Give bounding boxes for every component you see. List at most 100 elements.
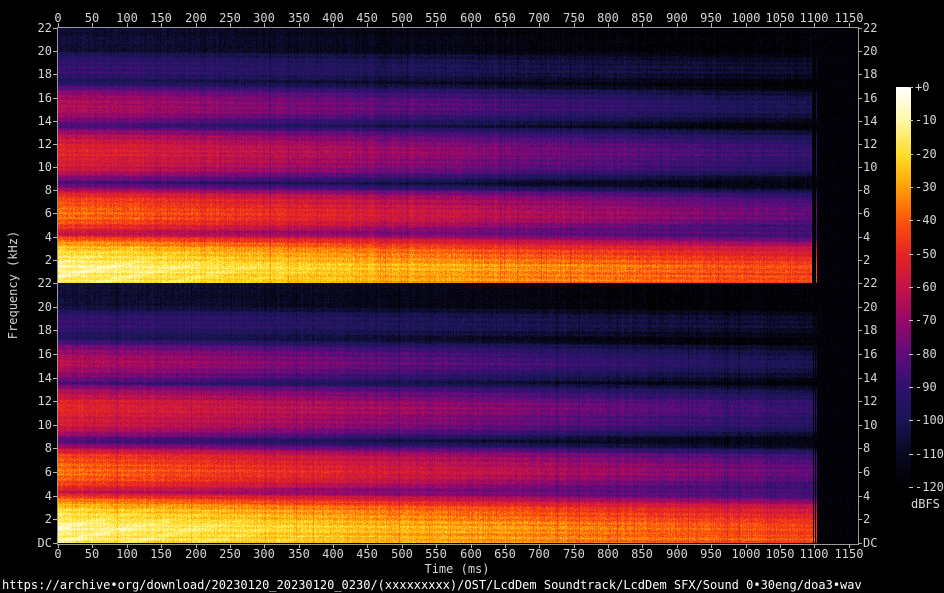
spectrogram-channel-left <box>58 28 857 283</box>
time-tick-label-top: 1150 <box>834 11 864 25</box>
time-tick-bottom <box>814 544 815 548</box>
time-tick-bottom <box>505 544 506 548</box>
colorbar-tick <box>909 87 913 88</box>
time-tick-bottom <box>367 544 368 548</box>
time-tick-label-top: 400 <box>322 11 344 25</box>
colorbar-tick <box>909 120 913 121</box>
freq-tick-right <box>858 98 862 99</box>
freq-tick-label-right: 20 <box>863 300 878 314</box>
time-tick-bottom <box>642 544 643 548</box>
time-tick-label-bottom: 50 <box>84 547 100 561</box>
colorbar-unit-label: dBFS <box>911 497 940 511</box>
time-tick-label-bottom: 1050 <box>765 547 795 561</box>
time-tick-top <box>402 23 403 27</box>
freq-tick-left <box>53 190 57 191</box>
freq-tick-label-right: 8 <box>863 183 871 197</box>
time-tick-bottom <box>574 544 575 548</box>
freq-tick-label-right: 10 <box>863 160 878 174</box>
freq-tick-label-left: 18 <box>37 67 52 81</box>
freq-tick-label-left: DC <box>37 536 52 550</box>
time-tick-label-bottom: 1100 <box>799 547 829 561</box>
x-axis-title: Time (ms) <box>424 562 490 576</box>
time-tick-bottom <box>471 544 472 548</box>
time-tick-bottom <box>402 544 403 548</box>
freq-tick-label-right: 18 <box>863 67 878 81</box>
time-tick-top <box>367 23 368 27</box>
freq-tick-label-left: 6 <box>44 465 52 479</box>
time-tick-bottom <box>333 544 334 548</box>
freq-tick-right <box>858 401 862 402</box>
freq-tick-label-right: 4 <box>863 489 871 503</box>
time-tick-bottom <box>849 544 850 548</box>
time-tick-label-top: 1100 <box>799 11 829 25</box>
freq-tick-label-right: 22 <box>863 276 878 290</box>
freq-tick-label-right: 18 <box>863 323 878 337</box>
time-tick-label-top: 800 <box>597 11 619 25</box>
colorbar-tick <box>909 354 913 355</box>
time-tick-top <box>608 23 609 27</box>
time-tick-top <box>92 23 93 27</box>
time-tick-label-top: 750 <box>563 11 585 25</box>
time-tick-label-bottom: 650 <box>494 547 516 561</box>
time-tick-label-top: 200 <box>185 11 207 25</box>
time-tick-label-bottom: 1000 <box>731 547 761 561</box>
colorbar-tick-label: -50 <box>915 247 937 261</box>
colorbar-tick-label: -40 <box>915 213 937 227</box>
time-tick-label-top: 600 <box>460 11 482 25</box>
time-tick-top <box>299 23 300 27</box>
time-tick-bottom <box>58 544 59 548</box>
freq-tick-right <box>858 307 862 308</box>
time-tick-label-top: 550 <box>425 11 447 25</box>
freq-tick-label-right: DC <box>863 536 878 550</box>
time-tick-label-bottom: 550 <box>425 547 447 561</box>
freq-tick-right <box>858 260 862 261</box>
time-tick-label-top: 900 <box>666 11 688 25</box>
time-tick-top <box>436 23 437 27</box>
time-tick-label-top: 450 <box>356 11 378 25</box>
freq-tick-left <box>53 74 57 75</box>
time-tick-label-top: 500 <box>391 11 413 25</box>
source-url-text: https://archive•org/download/20230120_20… <box>2 578 862 592</box>
time-tick-top <box>642 23 643 27</box>
time-tick-top <box>196 23 197 27</box>
freq-tick-label-right: 16 <box>863 91 878 105</box>
freq-tick-right <box>858 283 862 284</box>
freq-tick-label-left: 14 <box>37 371 52 385</box>
freq-tick-right <box>858 496 862 497</box>
freq-tick-label-left: 10 <box>37 418 52 432</box>
freq-tick-left <box>53 98 57 99</box>
freq-tick-label-left: 14 <box>37 114 52 128</box>
freq-tick-label-left: 10 <box>37 160 52 174</box>
colorbar-tick-label: -100 <box>915 413 944 427</box>
freq-tick-right <box>858 330 862 331</box>
colorbar-tick-label: -60 <box>915 280 937 294</box>
freq-tick-label-left: 16 <box>37 347 52 361</box>
time-tick-top <box>505 23 506 27</box>
time-tick-top <box>127 23 128 27</box>
freq-tick-label-right: 16 <box>863 347 878 361</box>
freq-tick-right <box>858 144 862 145</box>
time-tick-bottom <box>608 544 609 548</box>
spectrogram-channel-right <box>58 283 857 543</box>
time-tick-top <box>264 23 265 27</box>
freq-tick-label-left: 2 <box>44 512 52 526</box>
time-tick-label-bottom: 500 <box>391 547 413 561</box>
freq-tick-right <box>858 51 862 52</box>
colorbar-tick-label: -110 <box>915 447 944 461</box>
freq-tick-left <box>53 283 57 284</box>
colorbar-tick <box>909 420 913 421</box>
time-tick-label-top: 950 <box>700 11 722 25</box>
freq-tick-label-left: 16 <box>37 91 52 105</box>
time-tick-bottom <box>677 544 678 548</box>
freq-tick-left <box>53 167 57 168</box>
time-tick-top <box>814 23 815 27</box>
freq-tick-right <box>858 121 862 122</box>
time-tick-label-top: 100 <box>116 11 138 25</box>
colorbar-tick-label: -20 <box>915 147 937 161</box>
freq-tick-label-right: 4 <box>863 230 871 244</box>
colorbar-tick-label: -30 <box>915 180 937 194</box>
time-tick-bottom <box>436 544 437 548</box>
colorbar-tick-label: -120 <box>915 480 944 494</box>
time-tick-label-bottom: 0 <box>54 547 62 561</box>
